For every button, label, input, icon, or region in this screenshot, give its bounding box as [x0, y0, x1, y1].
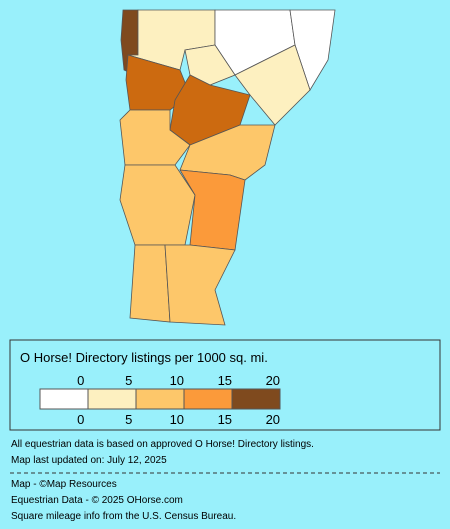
counties: [119, 9, 336, 326]
county: [289, 9, 336, 91]
legend-panel: [9, 339, 441, 431]
credit: Square mileage info from the U.S. Census…: [11, 511, 237, 522]
legend-label: 10: [170, 373, 184, 388]
legend-label: 0: [77, 412, 84, 427]
note: Map last updated on: July 12, 2025: [11, 455, 167, 466]
legend-label: 5: [125, 373, 132, 388]
county: [164, 244, 236, 326]
legend-swatch: [39, 388, 89, 410]
legend-swatch: [87, 388, 137, 410]
legend-label: 5: [125, 412, 132, 427]
legend-swatch: [231, 388, 281, 410]
legend-title: O Horse! Directory listings per 1000 sq.…: [20, 350, 268, 365]
legend-swatch: [135, 388, 185, 410]
legend: 0 5 10 15 20 0 5 10 15 20: [39, 373, 281, 427]
legend-label: 20: [266, 412, 280, 427]
legend-swatch: [183, 388, 233, 410]
county: [129, 244, 171, 323]
note: All equestrian data is based on approved…: [11, 439, 314, 450]
legend-label: 20: [266, 373, 280, 388]
legend-label: 0: [77, 373, 84, 388]
legend-label: 10: [170, 412, 184, 427]
credit: Equestrian Data - © 2025 OHorse.com: [11, 495, 183, 506]
legend-label: 15: [218, 412, 232, 427]
legend-label: 15: [218, 373, 232, 388]
credit: Map - ©Map Resources: [11, 479, 117, 490]
county: [234, 44, 311, 126]
county: [184, 44, 236, 86]
